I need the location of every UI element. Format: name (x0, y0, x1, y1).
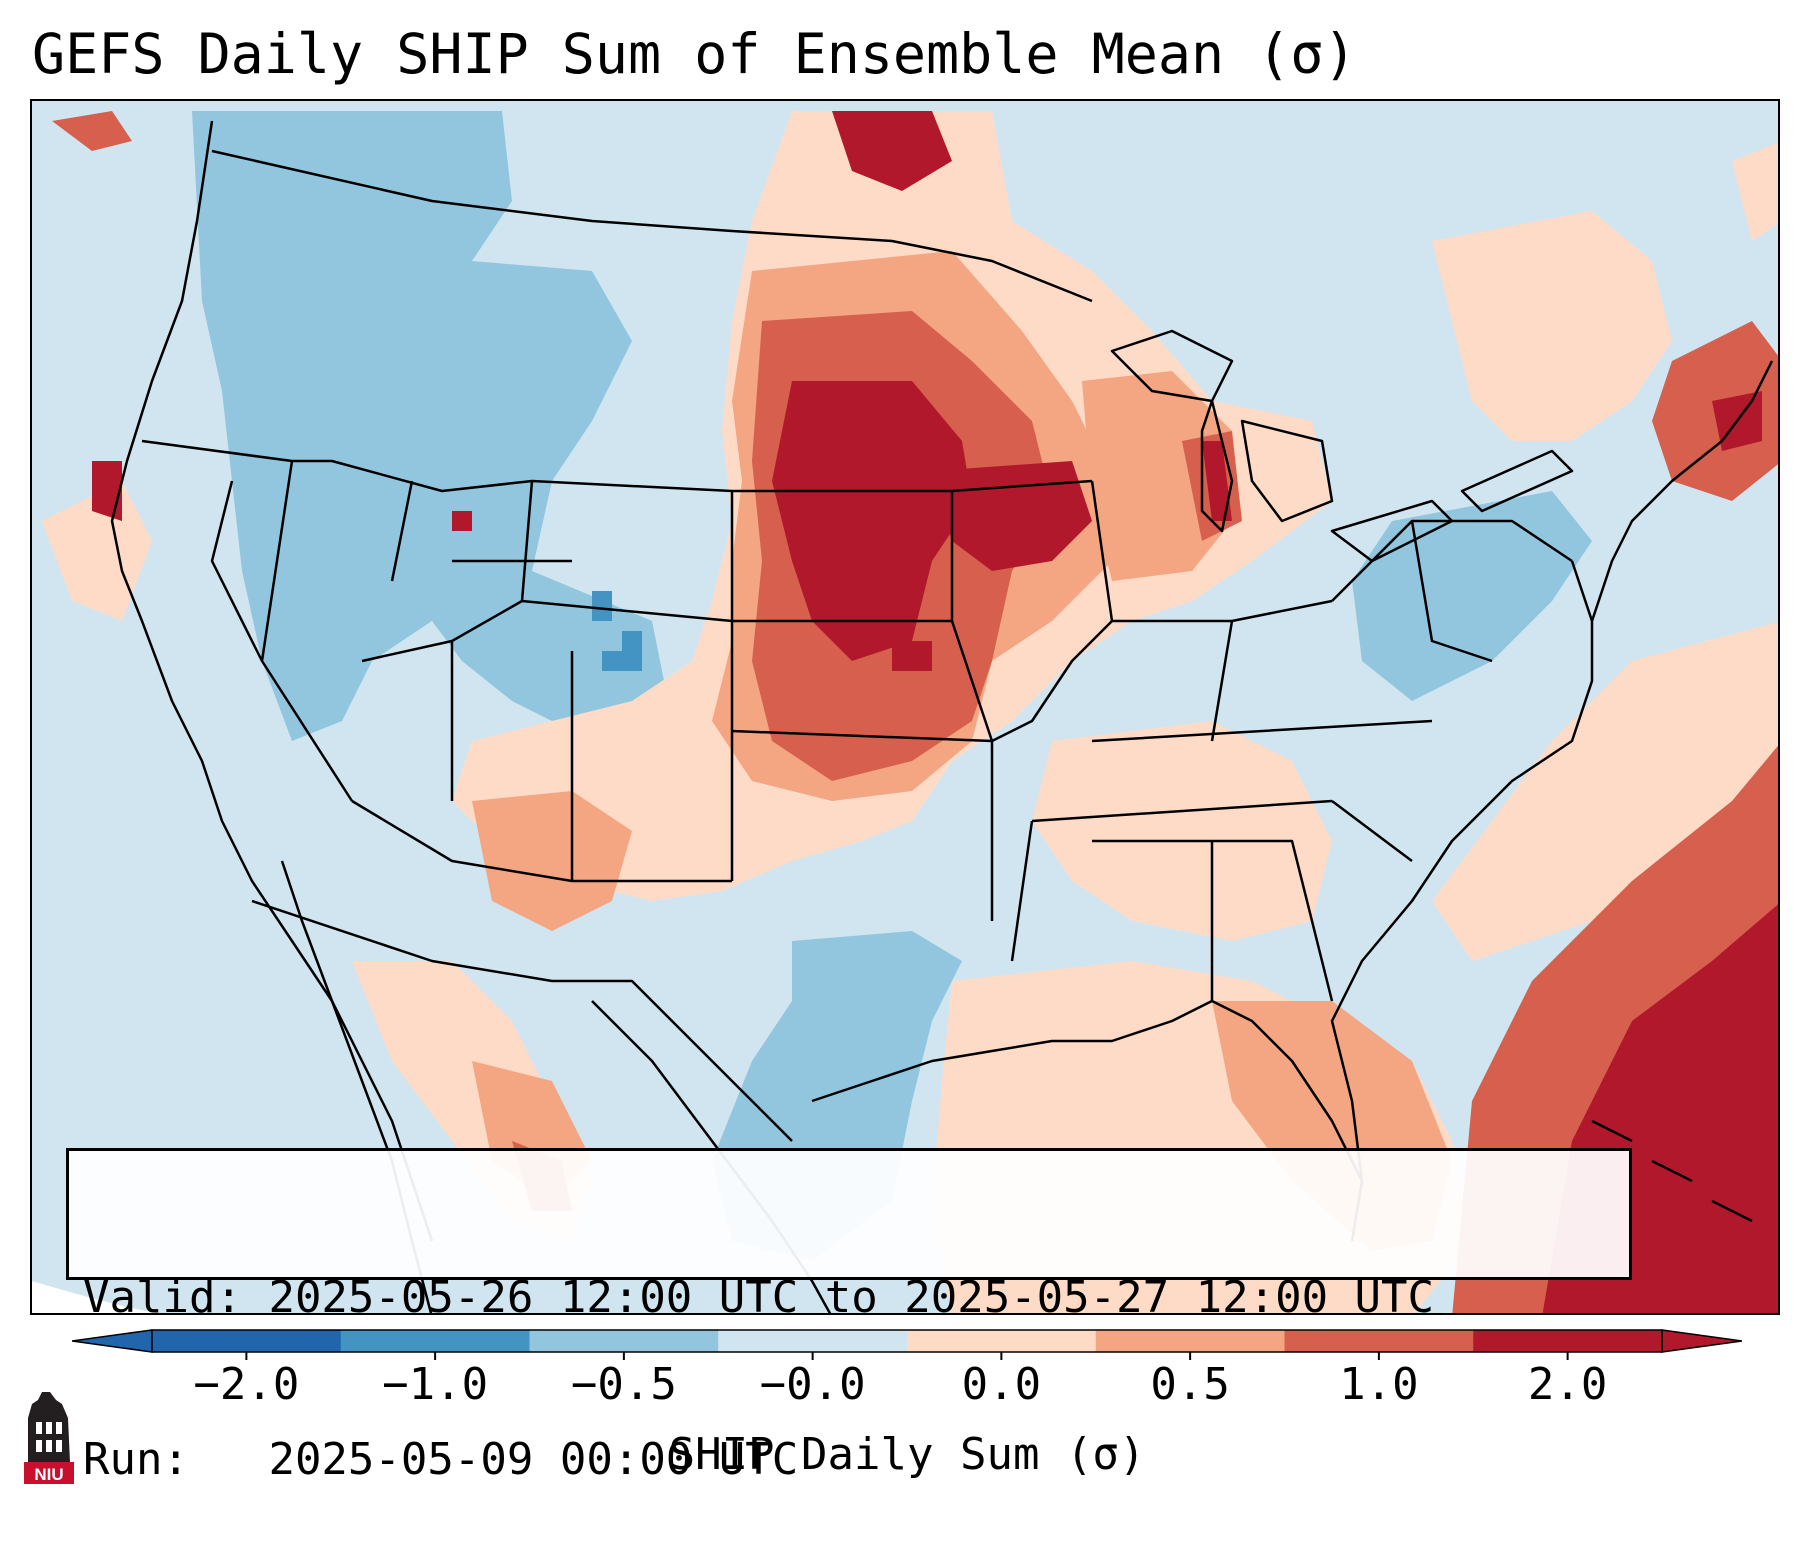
colorbar-tick-label: 0.0 (961, 1359, 1042, 1410)
ship-anomaly-map (32, 101, 1778, 1313)
colorbar-segment (152, 1330, 342, 1352)
run-time-value: 2025-05-09 00:00 UTC (268, 1434, 799, 1485)
colorbar-tick-label: 1.0 (1339, 1359, 1419, 1410)
colorbar (72, 1329, 1742, 1360)
valid-time-value: 2025-05-26 12:00 UTC to 2025-05-27 12:00… (268, 1272, 1435, 1323)
east-coastline (1330, 360, 1774, 1182)
blue-anomaly-regions (192, 111, 1722, 1313)
colorbar-tick-label: −2.0 (193, 1359, 300, 1410)
colorbar-segment (1095, 1330, 1285, 1352)
valid-label: Valid: (83, 1272, 242, 1323)
valid-run-info-box: Valid: 2025-05-26 12:00 UTC to 2025-05-2… (66, 1148, 1632, 1485)
logo-red-band (24, 1462, 74, 1484)
colorbar-tick-label: 0.5 (1150, 1359, 1230, 1410)
map-panel (30, 99, 1780, 1315)
state-borders (141, 439, 1594, 1002)
great-lakes (1110, 329, 1574, 563)
colorbar-border (151, 1329, 1663, 1353)
colorbar-segment (529, 1330, 719, 1352)
valid-time-line: Valid: 2025-05-26 12:00 UTC to 2025-05-2… (83, 1271, 1629, 1325)
colorbar-segment (718, 1330, 908, 1352)
canada-border (211, 149, 1093, 303)
niu-logo: NIU (24, 1392, 74, 1484)
run-label: Run: (83, 1434, 189, 1485)
colorbar-tick-label: −0.5 (570, 1359, 677, 1410)
logo-text: NIU (34, 1465, 63, 1484)
map-title: GEFS Daily SHIP Sum of Ensemble Mean (σ) (32, 22, 1357, 86)
colorbar-extend-low (72, 1329, 153, 1353)
colorbar-tick-label: 2.0 (1527, 1359, 1608, 1410)
colorbar-segment (1284, 1330, 1474, 1352)
colorbar-segment (907, 1330, 1097, 1352)
colorbar-segment (340, 1330, 530, 1352)
mexico-border (251, 899, 793, 1142)
colorbar-tick-label: −1.0 (382, 1359, 489, 1410)
colorbar-segment (1473, 1330, 1663, 1352)
west-coastline (110, 120, 433, 1313)
colorbar-label: SHIP Daily Sum (σ) (668, 1429, 1146, 1480)
run-time-line: Run: 2025-05-09 00:00 UTC (83, 1433, 1629, 1487)
colorbar-extend-high (1661, 1329, 1742, 1353)
colorbar-tick-label: −0.0 (759, 1359, 866, 1410)
strong-blue-cells (592, 591, 642, 671)
out-of-domain-area (32, 1281, 157, 1313)
caribbean-islands (1591, 1119, 1753, 1223)
